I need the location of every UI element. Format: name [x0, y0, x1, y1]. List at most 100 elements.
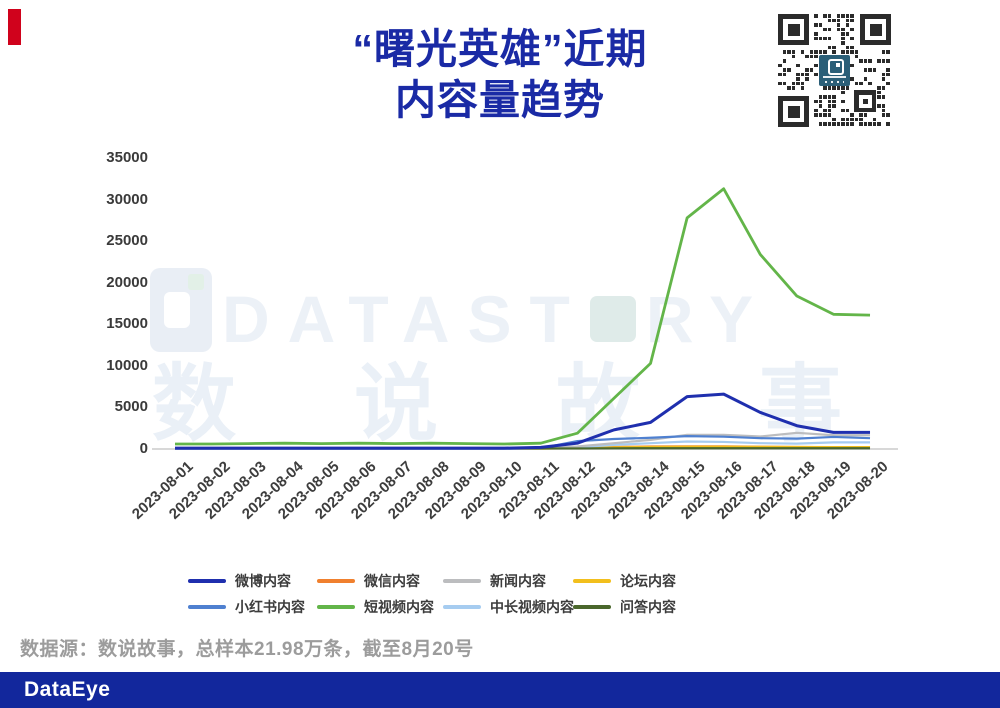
qr-module	[814, 36, 818, 40]
qr-module	[841, 122, 845, 126]
series-line-短视频内容	[175, 187, 871, 446]
qr-module	[872, 117, 876, 121]
qr-module	[827, 36, 831, 40]
page-title-line2: 内容量趋势	[395, 77, 605, 124]
qr-module	[796, 63, 800, 67]
qr-module	[832, 117, 836, 121]
watermark-brand-left: DATAST	[222, 282, 588, 356]
qr-module	[841, 14, 845, 18]
qr-module	[845, 45, 849, 49]
qr-module	[814, 54, 818, 58]
qr-module	[818, 99, 822, 103]
legend-label: 微信内容	[364, 573, 420, 589]
qr-module	[827, 18, 831, 22]
qr-module	[850, 50, 854, 54]
qr-module	[782, 59, 786, 63]
qr-module	[778, 81, 782, 85]
legend-swatch	[573, 579, 611, 583]
qr-module	[859, 59, 863, 63]
qr-module	[800, 86, 804, 90]
qr-module	[877, 59, 881, 63]
qr-module	[791, 50, 795, 54]
qr-module	[886, 72, 890, 76]
qr-module	[841, 86, 845, 90]
qr-module	[818, 104, 822, 108]
legend-label: 短视频内容	[364, 599, 434, 615]
qr-module	[841, 117, 845, 121]
qr-module	[881, 86, 885, 90]
qr-module	[827, 45, 831, 49]
qr-module	[787, 86, 791, 90]
qr-module	[796, 72, 800, 76]
qr-module	[845, 108, 849, 112]
qr-module	[881, 50, 885, 54]
qr-module	[778, 63, 782, 67]
qr-module	[818, 50, 822, 54]
qr-module	[778, 72, 782, 76]
qr-module	[845, 117, 849, 121]
qr-module	[854, 81, 858, 85]
watermark-logo-nub	[188, 274, 204, 290]
qr-module	[823, 95, 827, 99]
qr-module	[809, 54, 813, 58]
y-tick-label: 20000	[106, 273, 148, 291]
qr-module	[886, 50, 890, 54]
qr-module	[859, 122, 863, 126]
legend-item-微信内容: 微信内容	[317, 572, 420, 590]
qr-module	[814, 72, 818, 76]
qr-module	[881, 95, 885, 99]
legend-item-小红书内容: 小红书内容	[188, 598, 305, 616]
qr-module	[791, 81, 795, 85]
y-tick-label: 0	[139, 440, 148, 457]
chart-legend: 微博内容 微信内容 新闻内容 论坛内容 小红书内容 短视频内容 中长视频内容 问答内容	[0, 568, 1000, 620]
qr-module	[841, 32, 845, 36]
qr-module	[818, 95, 822, 99]
qr-module	[823, 36, 827, 40]
qr-finder-core	[787, 23, 800, 36]
legend-label: 新闻内容	[490, 573, 546, 589]
source-note: 数据源：数说故事，总样本21.98万条，截至8月20号	[20, 639, 474, 660]
qr-module	[782, 72, 786, 76]
legend-swatch	[188, 579, 226, 583]
qr-module	[827, 14, 831, 18]
qr-module	[845, 14, 849, 18]
qr-module	[886, 81, 890, 85]
qr-module	[841, 99, 845, 103]
qr-module	[845, 23, 849, 27]
legend-swatch	[317, 605, 355, 609]
qr-logo-g-icon	[828, 59, 844, 75]
qr-module	[814, 23, 818, 27]
qr-module	[850, 14, 854, 18]
qr-module	[800, 72, 804, 76]
qr-module	[823, 27, 827, 31]
qr-module	[845, 32, 849, 36]
qr-logo-text	[823, 76, 846, 78]
qr-module	[782, 81, 786, 85]
qr-module	[791, 86, 795, 90]
qr-module	[877, 90, 881, 94]
qr-module	[854, 117, 858, 121]
qr-module	[782, 50, 786, 54]
qr-alignment-core	[862, 98, 868, 104]
y-tick-label: 10000	[106, 356, 148, 374]
qr-module	[814, 50, 818, 54]
qr-module	[787, 50, 791, 54]
qr-module	[881, 59, 885, 63]
y-tick-label: 25000	[106, 232, 148, 250]
qr-module	[881, 108, 885, 112]
legend-item-短视频内容: 短视频内容	[317, 598, 434, 616]
legend-item-问答内容: 问答内容	[573, 598, 676, 616]
y-tick-label: 15000	[106, 315, 148, 333]
footer-bar: DataEye	[0, 672, 1000, 708]
page-title: “曙光英雄”近期 内容量趋势	[0, 24, 1000, 127]
qr-module	[850, 27, 854, 31]
y-tick-label: 30000	[106, 190, 148, 208]
qr-module	[836, 86, 840, 90]
qr-module	[841, 50, 845, 54]
qr-module	[809, 68, 813, 72]
qr-module	[850, 113, 854, 117]
qr-logo-dots	[825, 80, 844, 83]
qr-module	[877, 122, 881, 126]
watermark-logo	[150, 268, 212, 352]
qr-module	[805, 77, 809, 81]
